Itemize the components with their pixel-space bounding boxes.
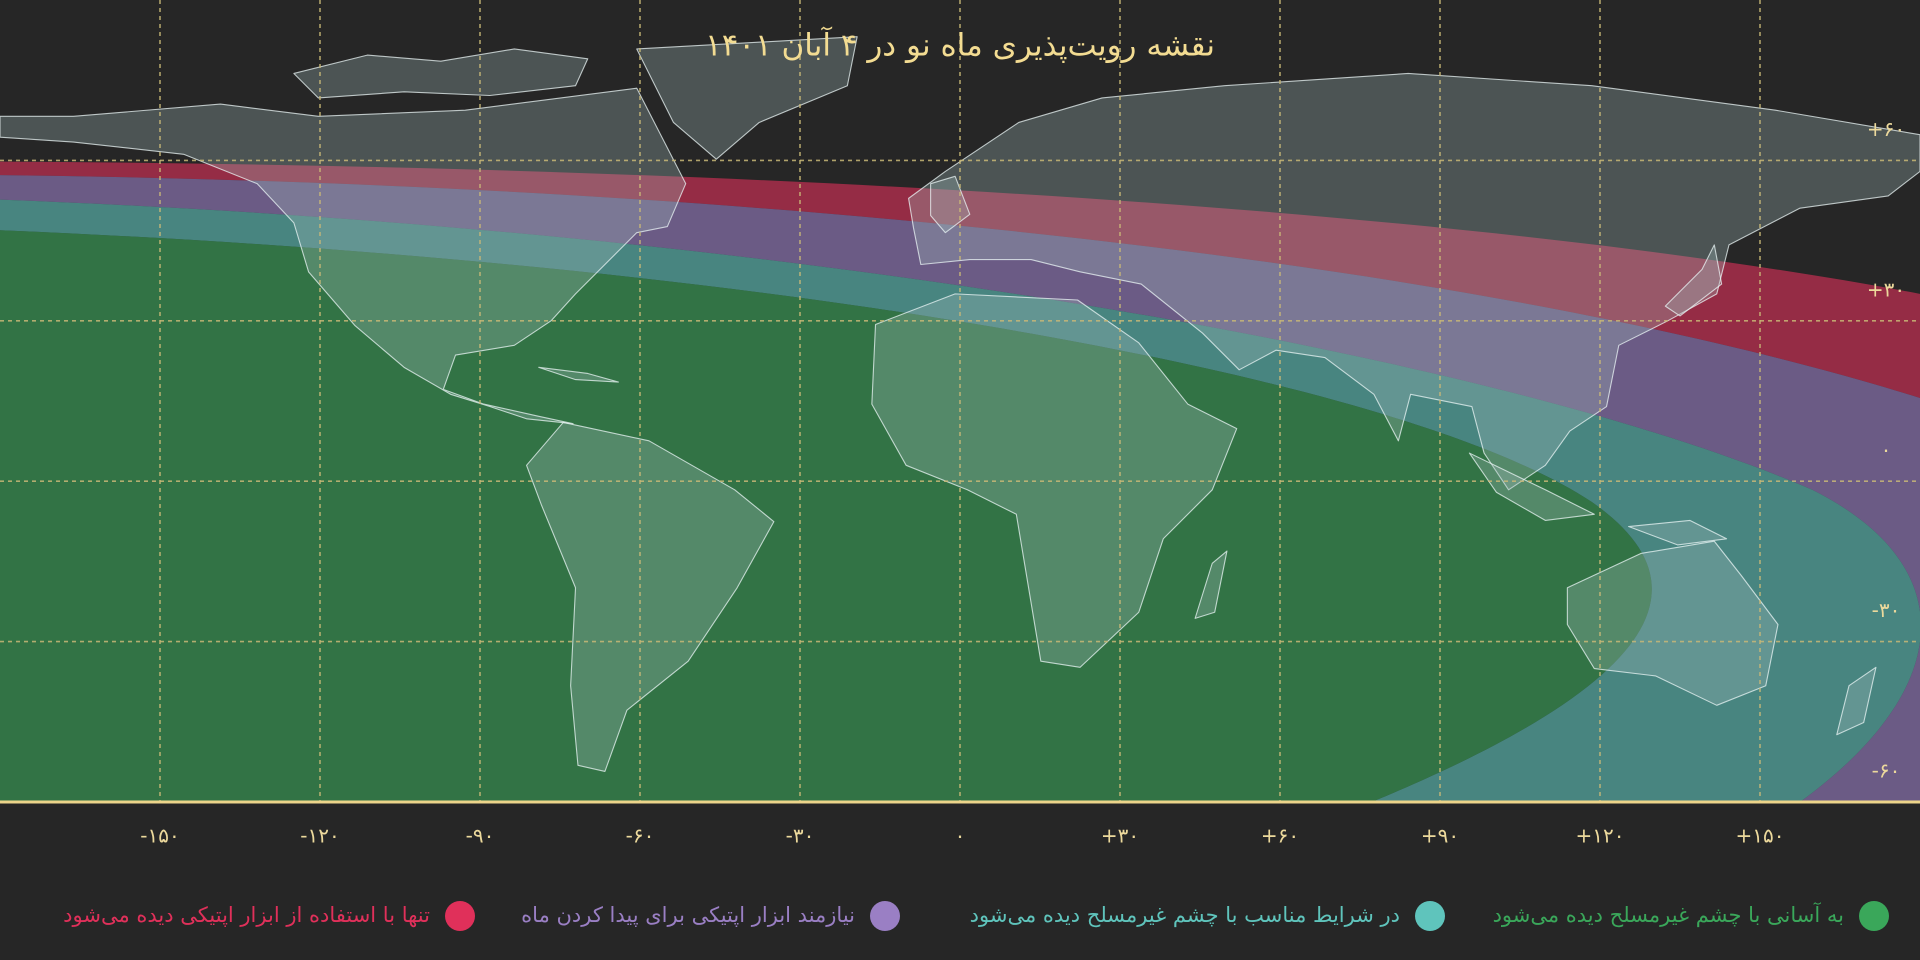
- x-tick-label: -۱۲۰: [300, 824, 339, 848]
- y-tick-label: +۳۰: [1867, 277, 1905, 301]
- legend: به آسانی با چشم غیرمسلح دیده می‌شود در شر…: [63, 901, 1889, 931]
- new-zealand: [1836, 666, 1877, 736]
- x-tick-label: ۰: [955, 824, 966, 848]
- y-tick-label: ۰: [1881, 438, 1892, 462]
- x-tick-label: +۳۰: [1101, 824, 1139, 848]
- legend-label: تنها با استفاده از ابزار اپتیکی دیده می‌…: [63, 903, 430, 927]
- x-tick-label: -۱۵۰: [140, 824, 179, 848]
- x-tick-label: +۶۰: [1261, 824, 1299, 848]
- legend-label: در شرایط مناسب با چشم غیرمسلح دیده می‌شو…: [970, 903, 1400, 928]
- madagascar: [1194, 550, 1228, 619]
- caribbean: [538, 366, 619, 383]
- legend-swatch: [870, 901, 900, 931]
- indonesia: [1468, 452, 1595, 521]
- map-title: نقشه رویت‌پذیری ماه نو در ۴ آبان ۱۴۰۱: [705, 26, 1215, 64]
- legend-label: نیازمند ابزار اپتیکی برای پیدا کردن ماه: [521, 903, 855, 927]
- x-tick-label: +۱۲۰: [1576, 824, 1625, 848]
- north-america: [0, 87, 687, 425]
- legend-swatch: [1859, 901, 1889, 931]
- x-tick-label: -۹۰: [466, 824, 495, 848]
- legend-label: به آسانی با چشم غیرمسلح دیده می‌شود: [1493, 902, 1844, 928]
- y-tick-label: +۶۰: [1867, 117, 1905, 141]
- y-tick-label: -۳۰: [1872, 598, 1901, 622]
- y-tick-label: -۶۰: [1872, 759, 1901, 783]
- x-tick-label: -۶۰: [626, 824, 655, 848]
- legend-swatch: [1415, 901, 1445, 931]
- visibility-band: [0, 230, 1652, 803]
- graticule: [0, 0, 1920, 803]
- greenland: [636, 36, 858, 160]
- south-america: [525, 421, 775, 772]
- eurasia: [908, 72, 1920, 491]
- arctic-islands: [293, 48, 589, 99]
- continents: [0, 36, 1920, 772]
- australia: [1566, 540, 1779, 706]
- legend-swatch: [445, 901, 475, 931]
- x-tick-label: +۹۰: [1421, 824, 1459, 848]
- x-tick-label: +۱۵۰: [1736, 824, 1785, 848]
- axis-labels: -۱۵۰ -۱۲۰ -۹۰ -۶۰ -۳۰ ۰ +۳۰ +۶۰ +۹۰ +۱۲۰ +۱۵۰ +۶۰ +۳…: [140, 117, 1905, 848]
- japan: [1664, 244, 1723, 317]
- x-tick-label: -۳۰: [786, 824, 815, 848]
- new-guinea: [1628, 519, 1728, 546]
